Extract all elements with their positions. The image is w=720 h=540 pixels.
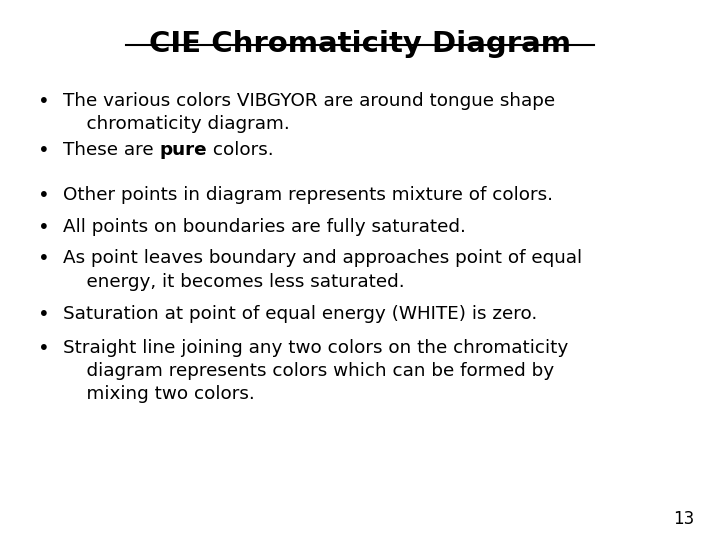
Text: •: •: [38, 186, 50, 205]
Text: •: •: [38, 92, 50, 111]
Text: Saturation at point of equal energy (WHITE) is zero.: Saturation at point of equal energy (WHI…: [63, 305, 538, 323]
Text: CIE Chromaticity Diagram: CIE Chromaticity Diagram: [149, 30, 571, 58]
Text: •: •: [38, 339, 50, 357]
Text: •: •: [38, 305, 50, 324]
Text: •: •: [38, 218, 50, 237]
Text: These are: These are: [63, 141, 160, 159]
Text: Other points in diagram represents mixture of colors.: Other points in diagram represents mixtu…: [63, 186, 554, 204]
Text: •: •: [38, 141, 50, 160]
Text: •: •: [38, 249, 50, 268]
Text: 13: 13: [673, 510, 695, 528]
Text: All points on boundaries are fully saturated.: All points on boundaries are fully satur…: [63, 218, 467, 235]
Text: As point leaves boundary and approaches point of equal
    energy, it becomes le: As point leaves boundary and approaches …: [63, 249, 582, 291]
Text: colors.: colors.: [207, 141, 274, 159]
Text: Straight line joining any two colors on the chromaticity
    diagram represents : Straight line joining any two colors on …: [63, 339, 569, 403]
Text: The various colors VIBGYOR are around tongue shape
    chromaticity diagram.: The various colors VIBGYOR are around to…: [63, 92, 556, 133]
Text: pure: pure: [160, 141, 207, 159]
